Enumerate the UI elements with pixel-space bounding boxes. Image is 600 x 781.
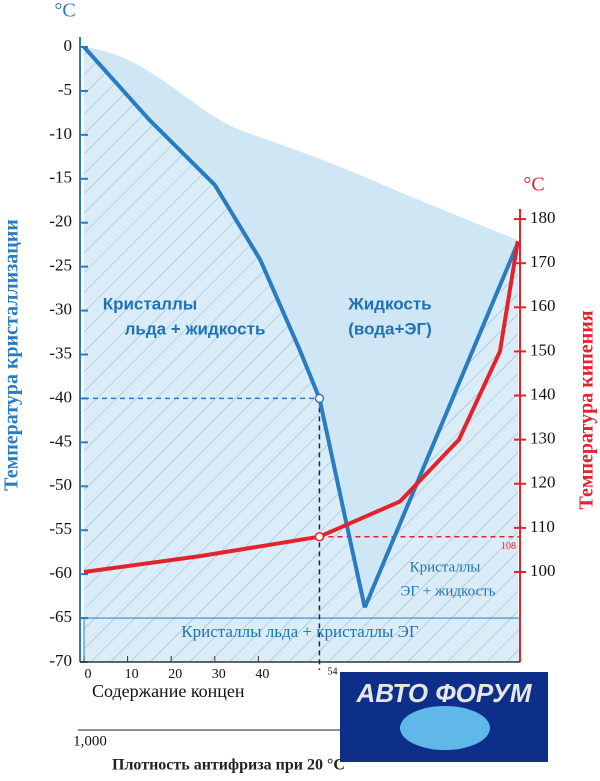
y-tick-label: -45 [49,431,72,450]
y-tick-label: -40 [49,387,72,406]
x-tick-label: 40 [255,667,269,682]
x-tick-label: 20 [168,667,182,682]
guide-point [314,393,325,404]
y-tick-label: -70 [49,651,72,670]
y-unit: °C [54,0,75,22]
x-axis-label: Содержание концен [92,681,245,701]
annotation: Жидкость [347,294,431,313]
y2-tick-label: 100 [530,561,556,580]
y-tick-label: -20 [49,212,72,231]
annotation: Кристаллы [103,294,198,313]
y-tick-label: -60 [49,563,72,582]
y2-tick-label: 140 [530,384,556,403]
y-tick-label: -10 [49,124,72,143]
y2-tick-label: 110 [530,517,555,536]
y-tick-label: -35 [49,343,72,362]
guide-point [314,531,325,542]
x-tick-label: 10 [125,667,139,682]
y-tick-label: -50 [49,475,72,494]
y2-tick-label: 170 [530,252,556,271]
y2-tick-label: 130 [530,429,556,448]
y2-tick-label: 180 [530,208,556,227]
y-tick-label: -15 [49,168,72,187]
density-axis-label: Плотность антифриза при 20 °С [112,757,345,774]
guide-label: 108 [501,541,516,552]
y-tick-label: -55 [49,519,72,538]
guide-label: 54 [327,666,337,677]
y-axis-label: Температура кристаллизации [1,219,23,491]
watermark-car [400,706,490,750]
annotation: Кристаллы льда + кристаллы ЭГ [181,622,419,641]
annotation: льда + жидкость [125,319,266,338]
y2-axis-label: Температура кипения [576,310,598,509]
y-tick-label: -30 [49,299,72,318]
y-tick-label: -25 [49,256,72,275]
y2-tick-label: 160 [530,296,556,315]
annotation: Кристаллы [410,559,481,575]
annotation: (вода+ЭГ) [348,319,432,338]
series-line [83,240,520,574]
x-tick-label: 30 [212,667,226,682]
x-tick-label: 0 [85,667,92,682]
y-tick-label: 0 [64,36,73,55]
watermark: АВТО ФОРУМ [355,678,532,708]
eutectic-band [83,617,521,663]
y-tick-label: -5 [58,80,72,99]
series-line [82,45,367,608]
xlabel-box [84,680,294,705]
annotation: ЭГ + жидкость [400,583,495,599]
series-line [362,242,520,609]
y-tick-label: -65 [49,607,72,626]
y2-unit: °C [523,174,544,196]
y2-tick-label: 150 [530,340,556,359]
density-tick: 1,000 [73,733,107,749]
y2-tick-label: 120 [530,473,556,492]
